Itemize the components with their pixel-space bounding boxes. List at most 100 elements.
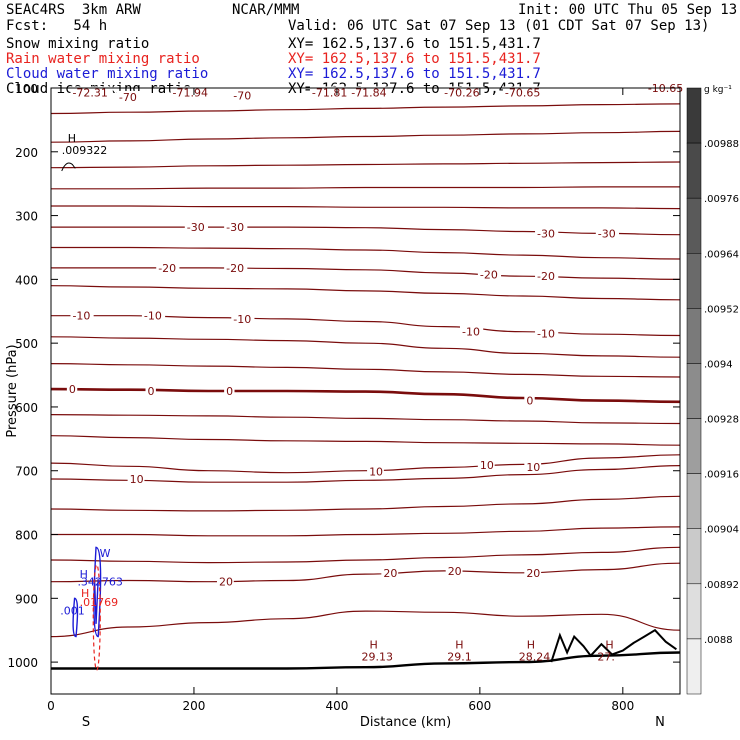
temperature-label-bg [595,227,620,240]
temperature-label-bg [70,309,94,322]
temperature-label-bg [184,221,209,234]
temperature-label: -70 [233,90,251,103]
colorbar-label: .00964 [704,249,739,260]
colorbar-swatch [686,418,702,474]
temperature-label-bg [524,566,542,579]
temperature-label-bg [309,86,353,99]
temperature-label: -30 [598,227,616,240]
temperature-label-bg [156,261,180,274]
temperature-label: -10 [233,313,251,326]
colorbar-label: .0088 [704,635,733,646]
isotherm-line [50,610,681,638]
temperature-label-bg [70,86,113,99]
field-xy-snow: XY= 162.5,137.6 to 151.5,431.7 [288,36,541,52]
isotherm-line [50,336,681,358]
temperature-label-bg [535,227,559,240]
temperature-label-bg [127,473,145,486]
temperature-label: -71.81 [312,86,347,99]
temperature-label: -10 [72,310,90,323]
forecast-hour: Fcst: 54 h [6,18,108,34]
isotherm-line [50,285,681,301]
isotherm-line [50,103,681,115]
snow-max-value: .009322 [62,144,107,157]
temperature-label-bg [349,86,392,99]
temperature-label: -70.26 [444,86,479,99]
temperature-label: 0 [226,385,233,398]
temperature-label-bg [231,89,255,102]
high-value: 27. [597,650,615,663]
temperature-label: -10 [144,310,162,323]
colorbar-swatch [686,363,702,419]
terrain-ridge [550,628,677,663]
temperature-label: 0 [69,383,76,396]
temperature-label-bg [445,564,463,577]
snow-high-marker: H [68,132,76,145]
cloud-water-marker-w: W [100,547,111,560]
x-axis-label: Distance (km) [360,715,451,730]
init-time: Init: 00 UTC Thu 05 Sep 13 [518,2,738,18]
isotherm-line [51,226,681,236]
temperature-label: -70 [119,91,137,104]
temperature-label: -20 [158,262,176,275]
field-label-rain: Rain water mixing ratio [6,51,200,67]
temperature-label-bg [224,221,248,234]
high-value: 28.24 [519,650,551,663]
field-label-cloud-water: Cloud water mixing ratio [6,66,209,82]
temperature-label: 20 [383,567,397,580]
high-marker: H [605,638,613,651]
y-tick-label: 500 [15,337,38,351]
colorbar-swatch [686,528,702,585]
colorbar-swatch [686,473,702,529]
temperature-label-bg [459,325,484,338]
temperature-label-bg [442,86,485,99]
field-xy-rain: XY= 162.5,137.6 to 151.5,431.7 [288,51,541,67]
cloud-water-max: .342763 [77,576,123,589]
endpoint-left: S [82,715,90,730]
temperature-label: -30 [187,221,205,234]
temperature-label: -20 [480,268,498,281]
temperature-label-bg [535,270,559,283]
isotherm-line [50,130,681,143]
y-tick-label: 300 [15,210,38,224]
temperature-label: -71.94 [173,86,208,99]
temperature-label-bg [477,458,495,471]
temperature-label: 10 [480,459,494,472]
isotherm-line [50,435,681,446]
terrain-surface [51,651,681,670]
y-top-label: 100 [15,82,38,96]
temperature-label: 10 [130,473,144,486]
x-tick-label: 400 [325,699,348,713]
isotherm-line [50,495,681,512]
temperature-label: 10 [369,465,383,478]
isotherm-line [51,526,681,537]
temperature-label-bg [116,90,141,103]
temperature-label: -10 [462,326,480,339]
valid-time: Valid: 06 UTC Sat 07 Sep 13 (01 CDT Sat … [288,18,710,34]
high-value: 29.13 [362,650,394,663]
temperature-label: 0 [526,395,533,408]
colorbar-label: .00952 [704,304,739,315]
temperature-label-bg [145,385,156,397]
colorbar-label: .00904 [704,525,739,536]
temperature-label: -71.84 [351,86,386,99]
temperature-label: 10 [526,461,540,474]
temperature-label-bg [170,86,213,99]
high-marker: H [527,638,535,651]
y-tick-label: 400 [15,273,38,287]
y-axis-label: Pressure (hPa) [5,344,20,437]
temperature-label-bg [224,385,235,397]
field-label-snow: Snow mixing ratio [6,36,150,52]
colorbar-label: .00976 [704,194,739,205]
temperature-label: 20 [526,567,540,580]
temperature-label: -30 [537,227,555,240]
endpoint-right: N [655,715,665,730]
isotherm-line [50,562,681,583]
cloud-water-contour [93,546,102,638]
colorbar-label: .0094 [704,359,733,370]
y-tick-label: 700 [15,465,38,479]
temperature-label-bg [535,327,559,340]
colorbar-swatch [686,197,702,254]
temperature-label-bg [381,566,399,579]
temperature-label-bg [224,261,248,274]
isotherm-layer [50,103,681,638]
